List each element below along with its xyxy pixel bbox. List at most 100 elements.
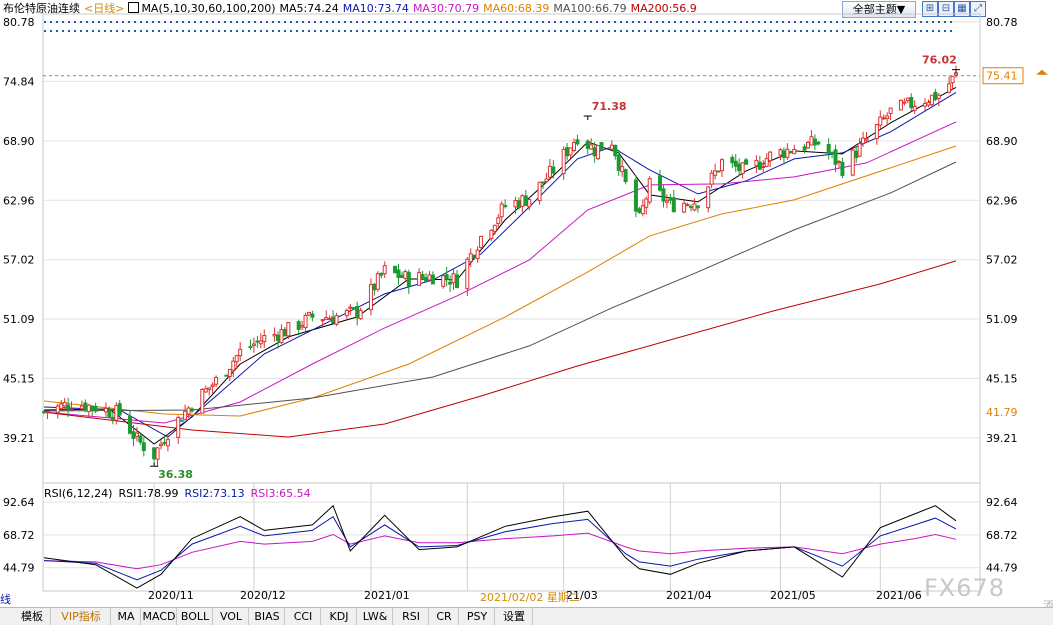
rsi-lines <box>43 504 957 589</box>
candle-body <box>66 404 71 410</box>
indicator-tab[interactable]: 模板 <box>14 608 51 625</box>
indicator-tab[interactable]: KDJ <box>322 608 357 625</box>
indicator-tab[interactable]: MA <box>112 608 141 625</box>
extreme-label: 36.38 <box>158 468 193 481</box>
candle-body <box>93 405 98 412</box>
candle-body <box>134 432 139 437</box>
candles <box>42 65 958 468</box>
candle-body <box>444 274 449 280</box>
candle-body <box>255 340 260 343</box>
indicator-tab[interactable]: 设置 <box>496 608 533 625</box>
candle-body <box>300 325 305 328</box>
candle-body <box>620 166 625 173</box>
price-tick-left: 51.09 <box>3 313 35 326</box>
price-up-arrow-icon <box>1036 69 1048 75</box>
price-tick-left: 62.96 <box>3 194 35 207</box>
grid-lines <box>43 21 980 591</box>
ma-legend-item: MA100:66.79 <box>553 2 627 15</box>
indicator-tab[interactable]: BIAS <box>250 608 285 625</box>
candle-body <box>685 204 690 207</box>
indicator-tab[interactable]: LW& <box>358 608 393 625</box>
indicator-tab[interactable]: RSI <box>394 608 429 625</box>
rsi-tick-right: 44.79 <box>986 562 1018 575</box>
candle-body <box>733 160 738 167</box>
candle-body <box>176 416 181 438</box>
current-price-box <box>982 67 1024 85</box>
instrument-title: 布伦特原油连续 <box>3 2 80 15</box>
candle-body <box>406 271 411 287</box>
indicator-tab[interactable]: CCI <box>286 608 321 625</box>
candle-body <box>547 165 552 178</box>
zoom-in-icon[interactable]: ⊞ <box>922 1 938 17</box>
candle-body <box>613 144 618 157</box>
candle-body <box>286 322 291 337</box>
candle-body <box>224 374 229 377</box>
candle-body <box>682 202 687 213</box>
price-tick-right: 68.90 <box>986 135 1018 148</box>
candle-body <box>451 273 456 284</box>
candle-body <box>430 274 435 285</box>
candle-body <box>633 179 638 212</box>
candle-body <box>358 309 363 320</box>
candle-body <box>933 91 938 101</box>
x-tick-label: 2020/11 <box>148 589 194 602</box>
candle-body <box>162 441 167 445</box>
candle-body <box>520 195 525 207</box>
candle-body <box>141 442 146 452</box>
candle-body <box>454 274 459 289</box>
ma-line-ma60 <box>43 145 957 417</box>
rsi-legend: RSI(6,12,24) RSI1:78.99 RSI2:73.13 RSI3:65.… <box>44 487 317 501</box>
price-tick-right: 57.02 <box>986 254 1018 267</box>
candle-body <box>152 447 157 460</box>
ma-line-ma100 <box>43 161 957 412</box>
candle-body <box>138 435 143 443</box>
indicator-tab[interactable]: MACD <box>142 608 177 625</box>
indicator-tab[interactable]: BOLL <box>178 608 213 625</box>
bottom-edge-label: 线 <box>0 593 11 606</box>
candle-body <box>537 181 542 202</box>
candle-body <box>393 265 398 274</box>
indicator-tab[interactable]: PSY <box>460 608 495 625</box>
candle-body <box>159 443 164 447</box>
grid-icon[interactable]: ▦ <box>954 1 970 17</box>
indicator-tab[interactable]: VIP指标 <box>52 608 111 625</box>
candle-body <box>523 195 528 206</box>
zoom-out-icon[interactable]: ⊟ <box>938 1 954 17</box>
indicator-tab[interactable]: VOL <box>214 608 249 625</box>
candle-body <box>62 401 67 407</box>
candle-body <box>568 147 573 156</box>
candle-body <box>806 141 811 149</box>
candle-body <box>909 96 914 108</box>
x-tick-label: 2021/01 <box>364 589 410 602</box>
candle-body <box>706 186 711 209</box>
expand-icon[interactable]: ⤢ <box>970 1 986 17</box>
candle-body <box>905 97 910 101</box>
ma-legend-item: MA200:56.9 <box>630 2 697 15</box>
candle-body <box>179 419 184 422</box>
candle-body <box>69 408 74 411</box>
candle-body <box>296 321 301 330</box>
candle-body <box>716 170 721 173</box>
candle-body <box>114 405 119 421</box>
candle-body <box>857 143 862 157</box>
price-tick-right: 80.78 <box>986 16 1018 29</box>
candle-body <box>596 145 601 160</box>
candle-body <box>368 284 373 311</box>
dotted-resistance <box>44 21 954 32</box>
candle-body <box>492 224 497 232</box>
x-tick-label: 2021/05 <box>770 589 816 602</box>
price-tick-right: 62.96 <box>986 194 1018 207</box>
period-selector[interactable]: <日线> <box>84 2 125 15</box>
indicator-tab[interactable]: CR <box>430 608 459 625</box>
candle-body <box>110 416 115 420</box>
candle-body <box>103 407 108 413</box>
candle-body <box>695 205 700 209</box>
rsi-tick-left: 68.72 <box>3 529 35 542</box>
candle-body <box>86 404 91 413</box>
candle-body <box>544 178 549 183</box>
candle-body <box>59 403 64 410</box>
watermark: FX678 <box>924 574 1006 602</box>
candle-body <box>355 305 360 319</box>
ma-settings-icon[interactable] <box>128 2 140 13</box>
